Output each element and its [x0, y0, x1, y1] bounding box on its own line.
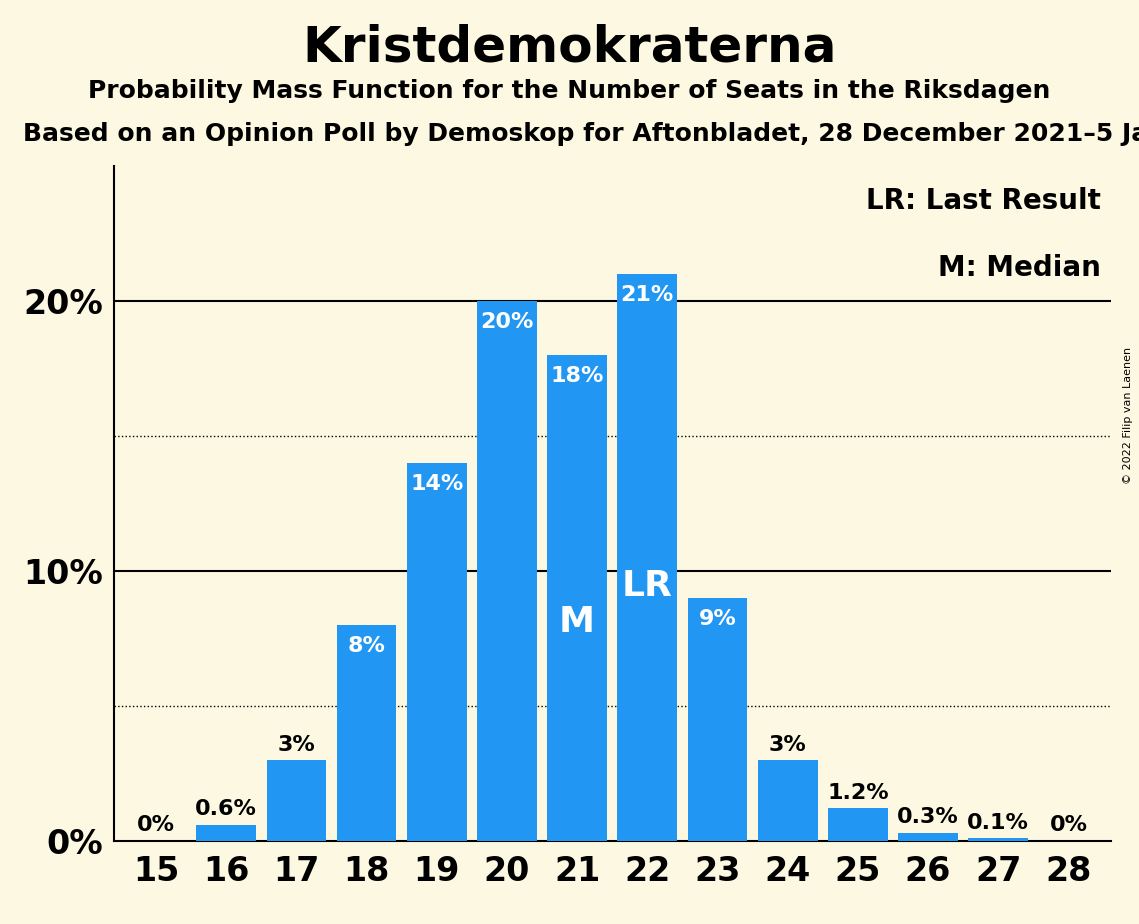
Bar	[617, 274, 677, 841]
Bar	[757, 760, 818, 841]
Text: M: Median: M: Median	[937, 254, 1100, 282]
Text: 0.3%: 0.3%	[898, 808, 959, 827]
Text: 0.6%: 0.6%	[195, 799, 257, 820]
Bar	[407, 463, 467, 841]
Text: 3%: 3%	[769, 735, 806, 755]
Bar	[196, 824, 256, 841]
Text: 18%: 18%	[550, 366, 604, 386]
Text: M: M	[559, 605, 595, 639]
Bar	[337, 625, 396, 841]
Text: 1.2%: 1.2%	[827, 783, 888, 803]
Bar	[968, 838, 1029, 841]
Text: Kristdemokraterna: Kristdemokraterna	[302, 23, 837, 71]
Text: 14%: 14%	[410, 474, 464, 494]
Text: 9%: 9%	[698, 609, 737, 629]
Bar	[477, 301, 536, 841]
Text: 20%: 20%	[481, 312, 534, 332]
Text: Probability Mass Function for the Number of Seats in the Riksdagen: Probability Mass Function for the Number…	[89, 79, 1050, 103]
Bar	[267, 760, 326, 841]
Text: 0%: 0%	[137, 816, 175, 835]
Bar	[688, 598, 747, 841]
Bar	[828, 808, 887, 841]
Bar	[899, 833, 958, 841]
Text: 0.1%: 0.1%	[967, 813, 1030, 833]
Text: 8%: 8%	[347, 636, 385, 656]
Text: LR: LR	[622, 569, 673, 602]
Text: 0%: 0%	[1049, 816, 1088, 835]
Text: LR: Last Result: LR: Last Result	[866, 187, 1100, 214]
Bar	[548, 355, 607, 841]
Text: 3%: 3%	[278, 735, 316, 755]
Text: © 2022 Filip van Laenen: © 2022 Filip van Laenen	[1123, 347, 1133, 484]
Text: 21%: 21%	[621, 285, 674, 305]
Text: Based on an Opinion Poll by Demoskop for Aftonbladet, 28 December 2021–5 January: Based on an Opinion Poll by Demoskop for…	[23, 122, 1139, 146]
